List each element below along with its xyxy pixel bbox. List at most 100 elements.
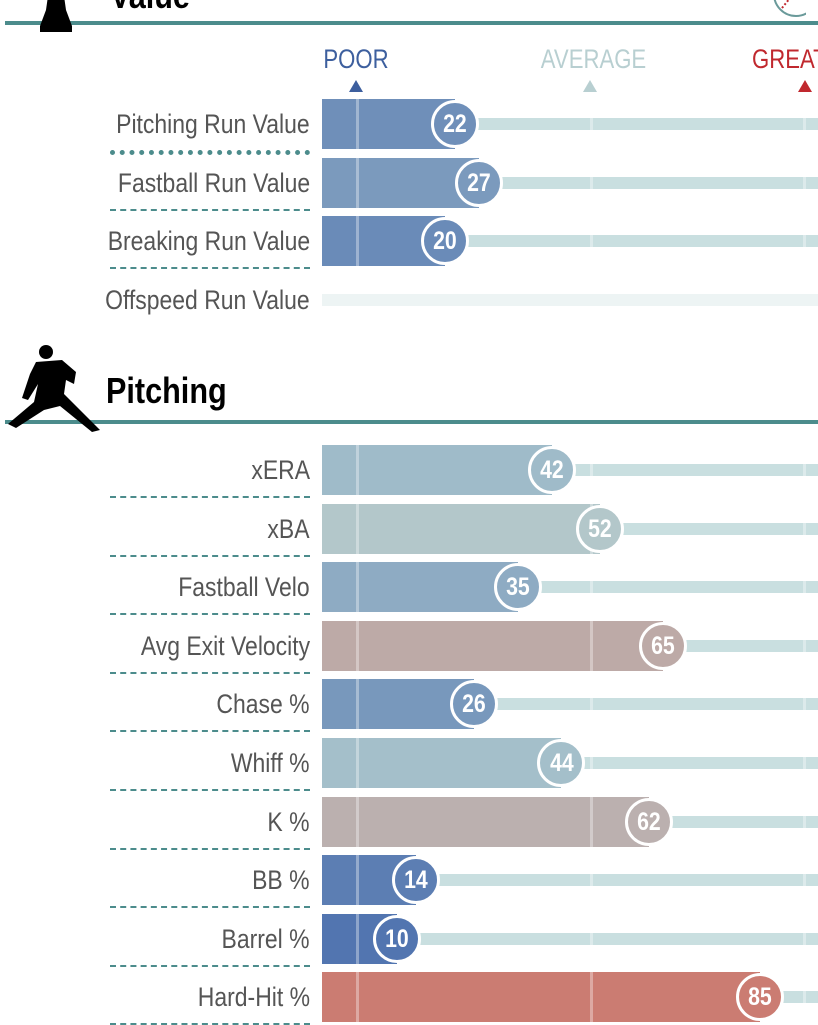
tick-line	[803, 796, 806, 847]
tick-line	[356, 679, 359, 730]
percentile-track	[465, 235, 818, 248]
percentile-track	[683, 639, 818, 652]
tick-line	[803, 99, 806, 149]
percentile-track	[537, 581, 818, 594]
percentile-value: 52	[588, 514, 612, 543]
row-separator	[110, 671, 310, 674]
row-label: Avg Exit Velocity	[140, 630, 310, 661]
row-label: Chase %	[216, 689, 310, 720]
row-separator	[110, 964, 310, 967]
row-separator	[110, 730, 310, 733]
percentile-value-badge: 20	[421, 217, 470, 266]
scale-marker-triangle-icon	[349, 80, 363, 92]
tick-line	[356, 562, 359, 613]
tick-line	[356, 503, 359, 554]
tick-line	[356, 796, 359, 847]
pitcher-silhouette-icon	[4, 344, 104, 439]
percentile-value: 35	[506, 573, 530, 602]
row-separator	[110, 789, 310, 791]
tick-line	[590, 738, 593, 788]
tick-line	[590, 913, 593, 964]
row-separator	[110, 208, 310, 211]
percentile-bar[interactable]	[322, 738, 562, 788]
percentile-track	[474, 118, 818, 130]
percentile-track	[779, 991, 818, 1004]
tick-line	[590, 445, 593, 495]
row-label: K %	[267, 806, 310, 837]
tick-line	[590, 796, 593, 847]
row-label: Offspeed Run Value	[105, 284, 310, 315]
row-label: Hard-Hit %	[197, 982, 310, 1013]
percentile-value-badge: 26	[450, 680, 499, 729]
percentile-bar[interactable]	[322, 679, 475, 730]
tick-line	[803, 855, 806, 906]
percentile-track	[416, 932, 818, 945]
percentile-value-badge: 65	[639, 621, 688, 670]
percentile-bar[interactable]	[322, 796, 649, 847]
percentile-value-badge: 52	[576, 504, 625, 553]
percentile-value-badge: 27	[455, 158, 504, 207]
scale-label-average: AVERAGE	[540, 44, 647, 74]
tick-line	[590, 679, 593, 730]
percentile-value: 26	[462, 690, 487, 719]
tick-line	[803, 503, 806, 554]
tick-line	[803, 157, 806, 208]
tick-line	[356, 157, 359, 208]
percentile-value-badge: 42	[527, 446, 576, 494]
percentile-bar[interactable]	[322, 562, 518, 613]
tick-line	[590, 620, 593, 671]
percentile-value: 65	[651, 631, 675, 660]
percentile-track	[581, 757, 818, 769]
row-separator	[110, 150, 310, 155]
tick-line	[356, 216, 359, 267]
tick-line	[356, 99, 359, 149]
tick-line	[590, 855, 593, 906]
percentile-value: 22	[443, 110, 467, 138]
row-separator	[110, 847, 310, 850]
row-separator	[110, 613, 310, 616]
row-label: Whiff %	[231, 748, 310, 778]
percentile-value: 14	[404, 866, 429, 895]
row-label: BB %	[252, 865, 310, 896]
row-label: xERA	[251, 455, 310, 485]
row-label: Fastball Velo	[178, 572, 310, 603]
tick-line	[356, 738, 359, 788]
percentile-bar[interactable]	[322, 620, 664, 671]
tick-line	[356, 855, 359, 906]
section-title: Value	[110, 0, 190, 17]
percentile-value: 42	[539, 456, 564, 484]
percentile-value-badge: 10	[372, 914, 421, 963]
tick-line	[356, 913, 359, 964]
percentile-bar[interactable]	[322, 445, 552, 495]
percentile-value-badge: 44	[537, 739, 586, 787]
percentile-value: 62	[636, 807, 661, 836]
row-separator	[110, 906, 310, 909]
percentile-track	[499, 176, 818, 189]
percentile-value: 44	[549, 749, 574, 777]
tick-line	[803, 562, 806, 613]
section-title: Pitching	[106, 370, 227, 411]
row-separator	[110, 267, 310, 270]
tick-line	[356, 972, 359, 1023]
percentile-track	[571, 464, 818, 476]
section-divider	[5, 420, 818, 424]
tick-line	[590, 157, 593, 208]
percentile-value-badge: 85	[735, 973, 784, 1022]
row-separator	[110, 496, 310, 498]
percentile-track	[436, 874, 818, 887]
tick-line	[803, 445, 806, 495]
percentile-bar[interactable]	[322, 157, 480, 208]
tick-line	[590, 99, 593, 149]
tick-line	[803, 972, 806, 1023]
percentile-bar[interactable]	[322, 503, 601, 554]
tick-line	[803, 216, 806, 267]
row-label: Pitching Run Value	[116, 109, 310, 139]
percentile-value-badge: 14	[392, 856, 441, 905]
percentile-bar[interactable]	[322, 972, 760, 1023]
tick-line	[803, 679, 806, 730]
tick-line	[356, 445, 359, 495]
tick-line	[803, 738, 806, 788]
percentile-value: 85	[748, 983, 772, 1012]
percentile-value-badge: 22	[430, 100, 479, 148]
tick-line	[803, 620, 806, 671]
